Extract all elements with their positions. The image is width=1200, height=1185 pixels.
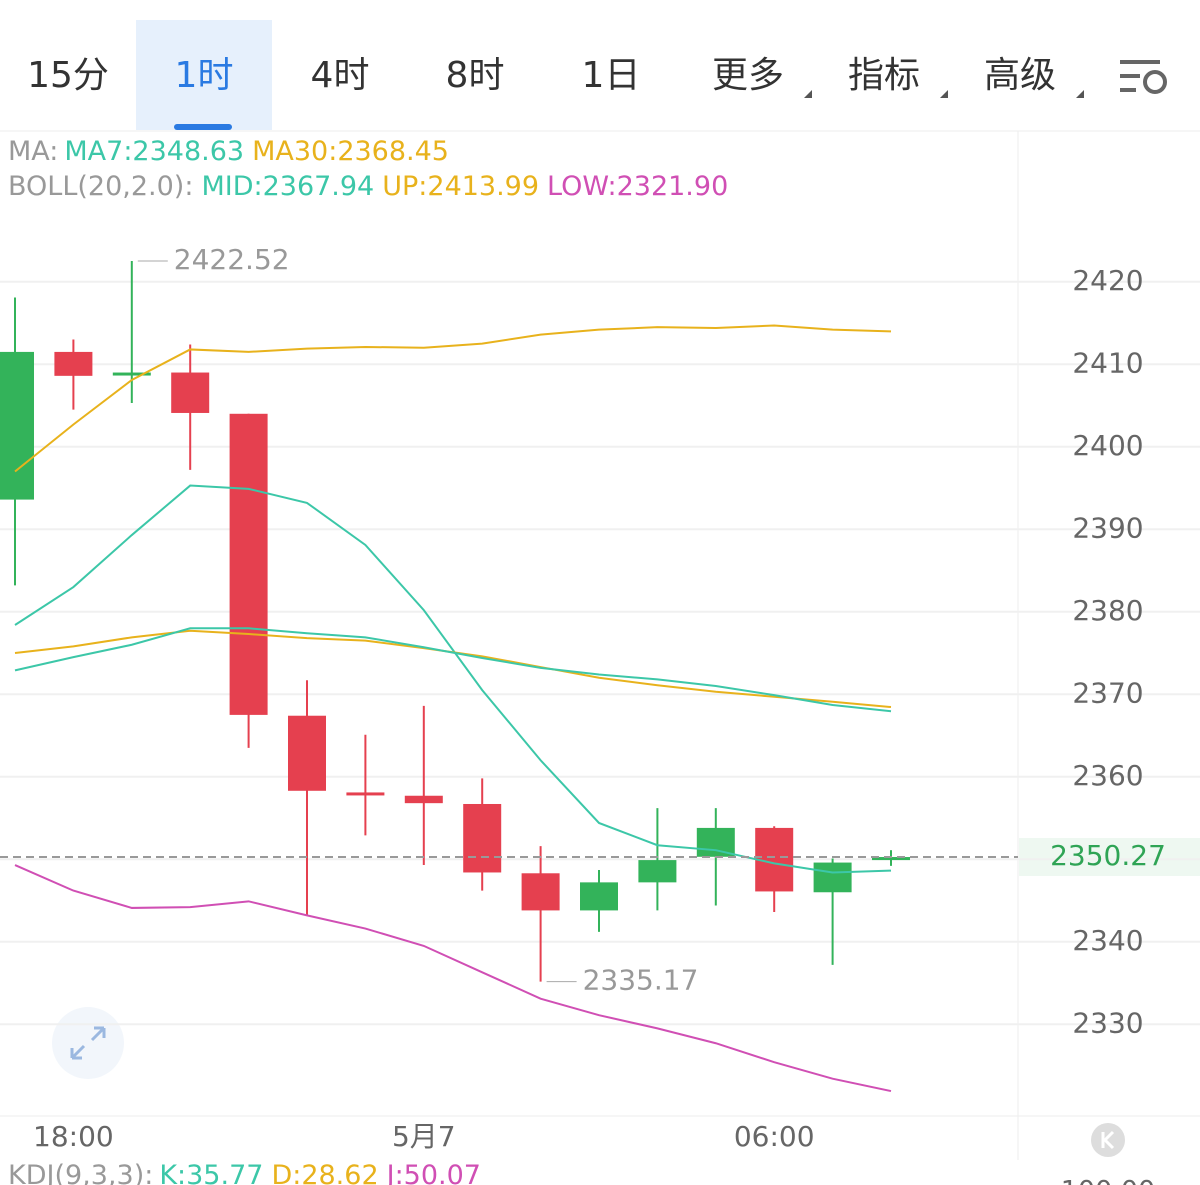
y-tick-label: 2420 xyxy=(1072,264,1143,297)
candle-body xyxy=(54,351,93,376)
kline-button[interactable] xyxy=(1091,1123,1125,1157)
tab[interactable]: 8时 xyxy=(446,55,505,96)
boll-legend: BOLL(20,2.0): MID:2367.94 UP:2413.99 LOW:23… xyxy=(8,171,728,202)
indicator-line xyxy=(14,324,892,473)
k: K:35.77 xyxy=(159,1160,263,1185)
up: UP:2413.99 xyxy=(382,171,539,202)
y-tick-label: 2360 xyxy=(1072,759,1143,792)
active-tab-indicator xyxy=(174,124,232,130)
tab[interactable]: 15分 xyxy=(27,55,109,96)
dropdown-caret xyxy=(804,90,812,98)
candle-body xyxy=(288,715,326,791)
max-annotation: 2422.52 xyxy=(174,243,290,276)
candle-body xyxy=(696,827,735,857)
candle-body xyxy=(112,372,151,376)
tab[interactable]: 指标 xyxy=(848,55,920,96)
x-tick-label: 5月7 xyxy=(392,1120,456,1153)
candle-body xyxy=(521,873,560,911)
tab[interactable]: 4时 xyxy=(311,55,370,96)
low: LOW:2321.90 xyxy=(547,171,728,202)
candle-body xyxy=(872,857,910,861)
settings-icon[interactable] xyxy=(1120,60,1167,94)
y-tick-label: 2390 xyxy=(1072,511,1143,544)
label: KDJ(9,3,3): xyxy=(8,1160,153,1185)
mid: MID:2367.94 xyxy=(201,171,374,202)
label: BOLL(20,2.0): xyxy=(8,171,193,202)
y-tick-label: 2330 xyxy=(1072,1006,1143,1039)
ma30: MA30:2368.45 xyxy=(252,136,449,167)
min-annotation: 2335.17 xyxy=(583,964,699,997)
candle-body xyxy=(638,860,677,883)
tab[interactable]: 高级 xyxy=(984,55,1056,96)
indicator-line xyxy=(14,864,892,1093)
dropdown-caret xyxy=(1076,90,1084,98)
y-tick-label: 2400 xyxy=(1072,429,1143,462)
candle-body xyxy=(580,882,618,911)
last-price-label: 2350.27 xyxy=(1050,839,1166,872)
j: J:50.07 xyxy=(385,1160,481,1185)
candle-body xyxy=(813,862,852,893)
label: MA: xyxy=(8,136,58,167)
candle-body xyxy=(463,803,502,873)
ma-legend: MA: MA7:2348.63 MA30:2368.45 xyxy=(8,136,449,167)
kdj-axis-label: 100.00 xyxy=(1061,1176,1155,1185)
x-tick-label: 06:00 xyxy=(734,1120,815,1153)
candle-body xyxy=(229,413,268,715)
indicator-line xyxy=(14,627,892,713)
candle-body xyxy=(171,372,210,413)
y-tick-label: 2340 xyxy=(1072,924,1143,957)
d: D:28.62 xyxy=(271,1160,378,1185)
y-tick-label: 2380 xyxy=(1072,594,1143,627)
candle-body xyxy=(404,795,443,804)
candle-body xyxy=(0,351,34,500)
last-price-bg xyxy=(1019,838,1200,876)
candle-body xyxy=(346,792,385,796)
tab[interactable]: 更多 xyxy=(712,55,784,96)
y-tick-label: 2410 xyxy=(1072,346,1143,379)
active-tab-bg xyxy=(136,20,272,130)
indicator-line xyxy=(14,629,892,709)
tab[interactable]: 1日 xyxy=(582,55,641,96)
expand-button[interactable] xyxy=(52,1007,124,1079)
kdj-legend: KDJ(9,3,3): K:35.77 D:28.62 J:50.07 xyxy=(8,1160,481,1185)
x-tick-label: 18:00 xyxy=(33,1120,114,1153)
tab[interactable]: 1时 xyxy=(175,55,234,96)
dropdown-caret xyxy=(940,90,948,98)
indicator-line xyxy=(14,484,892,874)
y-tick-label: 2370 xyxy=(1072,676,1143,709)
ma7: MA7:2348.63 xyxy=(64,136,244,167)
